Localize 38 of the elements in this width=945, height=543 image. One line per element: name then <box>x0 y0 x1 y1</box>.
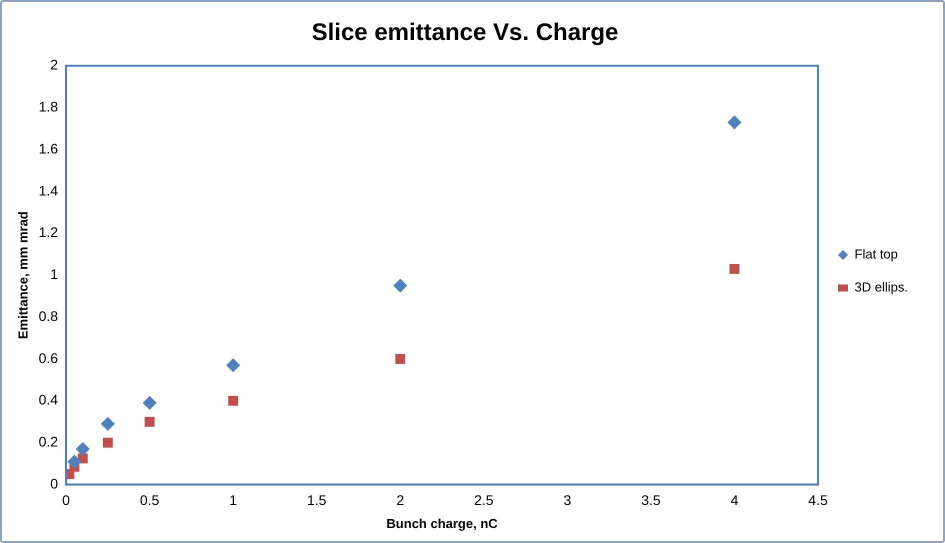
point <box>727 115 742 130</box>
y-tick-label: 1.8 <box>38 98 58 115</box>
point <box>228 396 238 406</box>
y-tick-label: 0 <box>50 475 58 492</box>
point <box>395 354 406 364</box>
point <box>142 396 157 410</box>
y-tick-label: 1 <box>50 266 58 282</box>
point <box>393 278 408 293</box>
y-tick-label: 1.6 <box>38 140 58 156</box>
y-axis-title: Emittance, mm mrad <box>15 211 30 340</box>
x-tick-label: 0.5 <box>140 492 160 508</box>
y-tick-label: 1.2 <box>38 224 58 240</box>
y-tick-label: 0.8 <box>38 308 58 324</box>
x-tick-label: 1 <box>229 492 238 508</box>
x-tick-label: 2 <box>396 492 404 508</box>
x-axis-title: Bunch charge, nC <box>386 516 498 531</box>
legend-label: 3D ellips. <box>854 280 908 295</box>
chart-title: Slice emittance Vs. Charge <box>312 19 618 46</box>
x-tick-label: 4.5 <box>808 492 828 508</box>
point <box>67 454 82 469</box>
x-tick-label: 1.5 <box>306 492 327 508</box>
point <box>226 358 240 372</box>
legend-label: Flat top <box>854 246 898 262</box>
x-tick-label: 4 <box>730 492 739 508</box>
point <box>730 264 740 274</box>
y-tick-label: 0.4 <box>38 392 58 408</box>
y-tick-label: 0.2 <box>38 434 58 450</box>
point <box>76 442 90 456</box>
y-tick-label: 0.6 <box>38 350 58 366</box>
x-tick-label: 2.5 <box>474 492 494 508</box>
y-tick-label: 1.4 <box>38 182 58 198</box>
x-tick-label: 0 <box>62 492 70 508</box>
y-tick-label: 2 <box>50 56 58 73</box>
point <box>102 438 113 448</box>
point <box>144 416 155 427</box>
x-tick-label: 3.5 <box>641 492 661 508</box>
x-tick-label: 3 <box>563 492 572 508</box>
point <box>100 416 115 431</box>
